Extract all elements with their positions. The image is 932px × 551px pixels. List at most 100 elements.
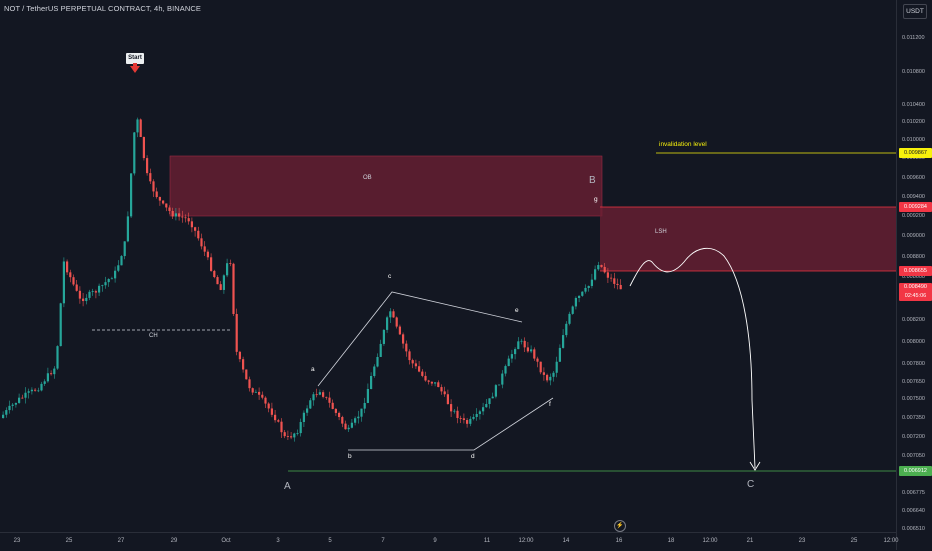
- candle-body: [267, 403, 270, 409]
- time-tick: 7: [381, 538, 385, 544]
- ob-zone[interactable]: [169, 155, 603, 217]
- candle-body: [450, 404, 453, 412]
- candle-body: [338, 412, 341, 418]
- wedge-upper-line[interactable]: [317, 291, 523, 387]
- candle-body: [456, 410, 459, 419]
- time-tick: 25: [850, 538, 858, 544]
- wave-A-label: A: [284, 481, 291, 492]
- current-price-tag[interactable]: 0.008490 02:45:06: [899, 283, 932, 301]
- candle-body: [242, 359, 245, 370]
- candle-body: [446, 394, 449, 405]
- candle-body: [395, 317, 398, 327]
- candle-body: [8, 405, 11, 411]
- candle-body: [322, 392, 325, 397]
- candle-body: [174, 213, 177, 217]
- candle-body: [376, 356, 379, 367]
- candle-body: [187, 218, 190, 222]
- lightning-icon[interactable]: ⚡: [614, 520, 626, 532]
- candle-body: [69, 272, 72, 278]
- candle-body: [603, 266, 606, 273]
- candle-body: [379, 343, 382, 357]
- candle-body: [350, 422, 353, 428]
- candle-body: [440, 387, 443, 392]
- candle-body: [142, 137, 145, 159]
- price-tick: 0.007650: [902, 379, 925, 385]
- candle-body: [110, 278, 113, 280]
- candle-body: [5, 410, 8, 415]
- candle-body: [373, 366, 376, 377]
- time-tick: 25: [65, 538, 73, 544]
- candle-body: [245, 369, 248, 380]
- price-chart[interactable]: [0, 0, 896, 532]
- price-axis[interactable]: [896, 0, 932, 550]
- candle-body: [21, 397, 24, 399]
- candle-body: [46, 373, 49, 382]
- projection-arrowhead: [749, 461, 761, 471]
- time-tick: 29: [170, 538, 178, 544]
- candle-body: [478, 411, 481, 414]
- chart-area[interactable]: NOT / TetherUS PERPETUAL CONTRACT, 4h, B…: [0, 0, 896, 532]
- candle-body: [82, 298, 85, 302]
- candle-body: [574, 298, 577, 307]
- time-tick: 9: [433, 538, 437, 544]
- lsh-zone[interactable]: [600, 207, 896, 271]
- symbol-title[interactable]: NOT / TetherUS PERPETUAL CONTRACT, 4h, B…: [4, 4, 202, 13]
- candle-body: [117, 265, 120, 271]
- candle-body: [558, 347, 561, 362]
- candle-body: [120, 256, 123, 266]
- candle-body: [219, 284, 222, 290]
- candle-body: [126, 216, 129, 242]
- candle-body: [136, 119, 139, 133]
- current-price-value: 0.008490: [904, 284, 927, 290]
- candle-body: [210, 257, 213, 271]
- candle-body: [434, 382, 437, 384]
- time-axis[interactable]: [0, 532, 896, 551]
- zone-upper-price-tag[interactable]: 0.009284: [899, 202, 932, 212]
- candle-body: [411, 360, 414, 364]
- candle-body: [306, 408, 309, 413]
- candle-body: [178, 213, 181, 217]
- candle-body: [139, 119, 142, 138]
- zone-lower-price-tag[interactable]: 0.008655: [899, 266, 932, 276]
- candle-body: [318, 392, 321, 395]
- time-tick: 5: [328, 538, 332, 544]
- projection-path[interactable]: [629, 247, 756, 469]
- candle-body: [27, 391, 30, 393]
- candle-body: [514, 349, 517, 355]
- candle-body: [30, 389, 33, 392]
- candle-body: [190, 221, 193, 228]
- time-tick: 14: [562, 538, 570, 544]
- candle-body: [408, 351, 411, 361]
- price-tick: 0.007500: [902, 396, 925, 402]
- wedge-lower-line[interactable]: [348, 397, 554, 451]
- target-price-tag[interactable]: 0.006912: [899, 466, 932, 476]
- invalidation-label: invalidation level: [659, 141, 707, 148]
- candle-body: [344, 423, 347, 430]
- bar-countdown: 02:45:06: [904, 293, 927, 299]
- candle-body: [254, 391, 257, 393]
- price-tick: 0.008800: [902, 254, 925, 260]
- candle-body: [78, 290, 81, 299]
- candle-body: [341, 417, 344, 424]
- candle-body: [581, 291, 584, 296]
- candle-body: [613, 278, 616, 284]
- price-tick: 0.008000: [902, 339, 925, 345]
- candle-body: [107, 279, 110, 283]
- candle-body: [286, 436, 289, 437]
- currency-button[interactable]: USDT: [903, 4, 927, 19]
- candle-body: [427, 380, 430, 382]
- start-label: Start: [126, 53, 144, 64]
- candle-body: [155, 191, 158, 198]
- candle-body: [104, 282, 107, 286]
- time-tick: 12:00: [883, 538, 899, 544]
- candle-body: [462, 418, 465, 421]
- candle-body: [392, 311, 395, 318]
- invalidation-price-tag[interactable]: 0.009867: [899, 148, 932, 158]
- wave-b-label: b: [348, 453, 352, 460]
- candle-body: [66, 261, 69, 273]
- candle-body: [222, 275, 225, 290]
- candle-body: [37, 390, 40, 392]
- candle-body: [248, 379, 251, 389]
- candle-body: [325, 396, 328, 398]
- candle-body: [568, 313, 571, 324]
